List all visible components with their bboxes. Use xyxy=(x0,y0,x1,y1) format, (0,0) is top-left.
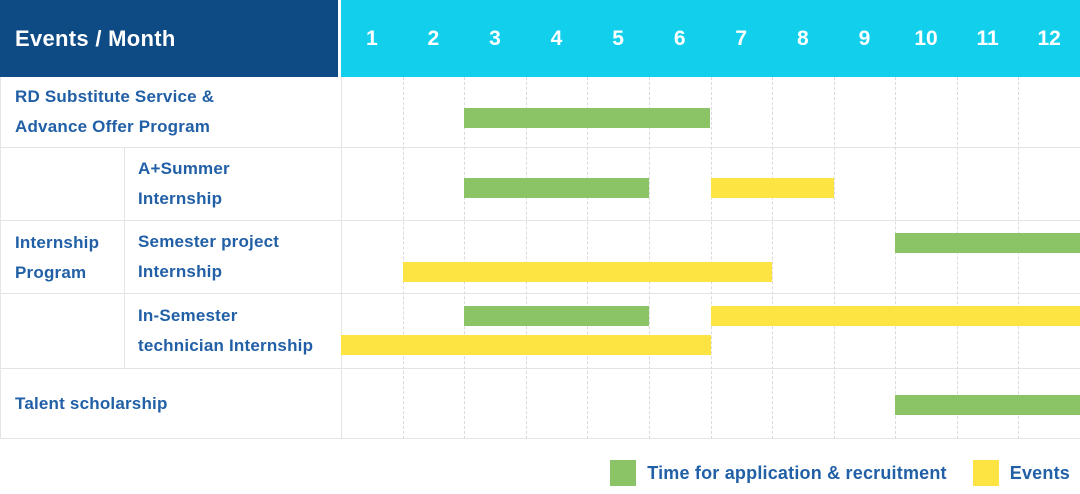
recruitment-bar xyxy=(464,108,711,128)
event-bar xyxy=(341,335,711,355)
month-gridline xyxy=(587,77,589,439)
row-label-rd-substitute-service: RD Substitute Service & Advance Offer Pr… xyxy=(15,87,215,136)
month-header-2: 2 xyxy=(427,26,440,50)
row-divider xyxy=(0,220,1080,221)
month-gridline xyxy=(833,77,835,439)
month-header-7: 7 xyxy=(735,26,748,50)
month-header-10: 10 xyxy=(914,26,938,50)
month-gridline xyxy=(402,77,404,439)
month-gridline xyxy=(648,77,650,439)
month-gridline xyxy=(710,77,712,439)
row-label-talent-scholarship: Talent scholarship xyxy=(15,393,168,413)
month-header-3: 3 xyxy=(489,26,501,50)
month-header-11: 11 xyxy=(976,26,999,50)
month-header-9: 9 xyxy=(858,26,871,50)
recruitment-legend-label: Time for application & recruitment xyxy=(647,462,947,483)
recruitment-bar xyxy=(464,178,649,198)
row-label-in-semester-technician-internship: In-Semester technician Internship xyxy=(138,305,314,355)
header-events-month-cell: Events / Month xyxy=(0,0,338,77)
row-divider xyxy=(0,293,1080,294)
label-grid-divider xyxy=(341,77,342,439)
table-body xyxy=(0,77,1080,439)
events-legend-label: Events xyxy=(1009,462,1070,483)
event-bar xyxy=(402,262,773,282)
month-header-row: 1 2 3 4 5 6 7 8 9 10 11 12 xyxy=(341,0,1080,77)
legend: Time for application & recruitment Event… xyxy=(610,459,1070,487)
event-bar xyxy=(710,306,1080,326)
month-header-12: 12 xyxy=(1037,26,1061,50)
recruitment-bar xyxy=(895,395,1080,415)
row-divider xyxy=(0,147,1080,148)
month-gridline xyxy=(525,77,527,439)
row-label-a-plus-summer-internship: A+Summer Internship xyxy=(138,158,230,208)
month-gridline xyxy=(464,77,466,439)
row-divider xyxy=(0,368,1080,369)
month-header-5: 5 xyxy=(612,26,624,50)
month-header-6: 6 xyxy=(673,26,686,50)
events-legend-swatch xyxy=(972,460,999,486)
recruitment-bar xyxy=(464,306,649,326)
group-sub-divider xyxy=(124,147,125,368)
month-header-4: 4 xyxy=(550,26,563,50)
events-month-label: Events / Month xyxy=(15,25,176,51)
event-bar xyxy=(710,178,834,198)
month-header-8: 8 xyxy=(796,26,809,50)
row-label-semester-project-internship: Semester project Internship xyxy=(138,231,280,281)
recruitment-bar xyxy=(895,233,1080,253)
month-gridline xyxy=(895,77,897,439)
month-gridline xyxy=(772,77,774,439)
group-label-internship-program: Internship Program xyxy=(15,232,100,282)
month-gridline xyxy=(1018,77,1020,439)
recruitment-legend-swatch xyxy=(610,460,637,486)
month-gridline xyxy=(956,77,958,439)
month-header-1: 1 xyxy=(365,26,378,50)
